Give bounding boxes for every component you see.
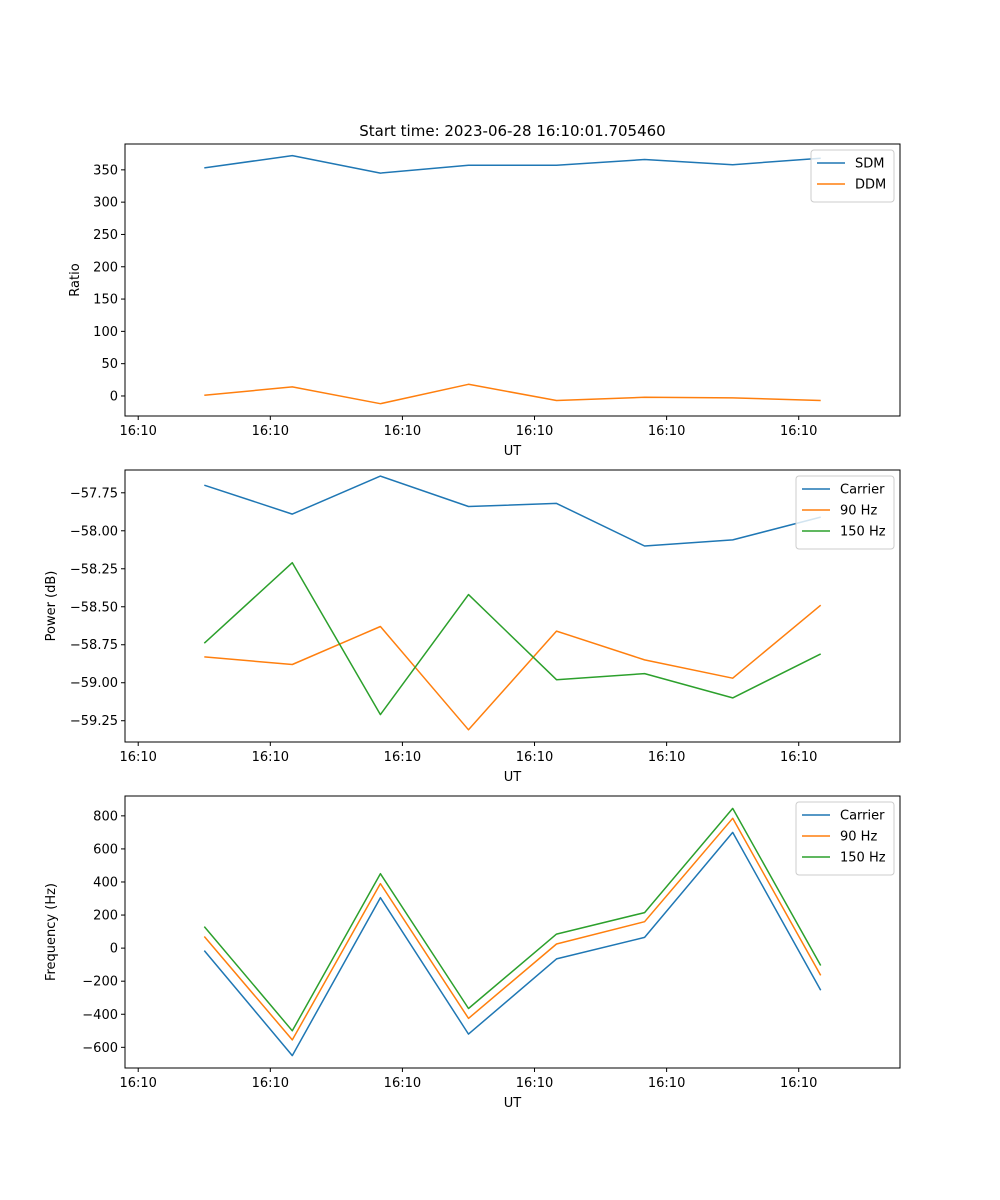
x-tick-label: 16:10 [780,750,817,765]
frequency-panel: 16:10 16:10 16:10 16:10 16:10 16:10 −600 −400 −2… [44,795,901,1111]
series-line-carrier [203,831,822,1057]
x-tick-label: 16:10 [384,424,421,439]
axes-frame [124,143,901,417]
x-tick-label: 16:10 [384,750,421,765]
x-tick-label: 16:10 [384,1076,421,1091]
legend-label: SDM [855,157,884,172]
series-line-150-hz [203,561,822,716]
series-line-ddm [204,383,821,405]
y-tick-label: −58.25 [70,562,118,577]
x-tick-label: 16:10 [119,1076,156,1091]
x-axis-label: UT [504,1096,522,1111]
y-tick-label: −200 [82,975,118,990]
y-tick-label: 200 [93,260,118,275]
x-tick-label: 16:10 [119,750,156,765]
axes-frame [124,795,901,1069]
legend-label: Carrier [840,483,885,498]
y-tick-label: 400 [93,875,118,890]
x-tick-label: 16:10 [648,750,685,765]
y-tick-label: −59.00 [70,676,118,691]
y-axis-label: Power (dB) [44,571,59,642]
y-tick-label: 800 [93,809,118,824]
legend: Carrier 90 Hz 150 Hz [795,801,895,876]
series-line-90-hz [203,817,822,1041]
ratio-panel: 16:10 16:10 16:10 16:10 16:10 16:10 0 50 100 150 2… [68,143,901,459]
legend-label: 90 Hz [840,504,877,519]
x-tick-label: 16:10 [252,424,289,439]
series-line-150-hz [203,807,822,1032]
series-line-sdm [204,154,821,174]
series-line-90-hz [204,604,822,731]
y-tick-label: 100 [93,325,118,340]
figure-title: Start time: 2023-06-28 16:10:01.705460 [359,122,665,140]
x-tick-label: 16:10 [780,424,817,439]
legend-label: Carrier [840,809,885,824]
legend: Carrier 90 Hz 150 Hz [795,475,895,550]
legend-label: 90 Hz [840,830,877,845]
y-tick-label: −58.75 [70,638,118,653]
y-tick-label: −58.50 [70,600,118,615]
y-axis-label: Ratio [68,263,83,296]
legend: SDM DDM [810,149,895,203]
y-tick-label: −400 [82,1008,118,1023]
x-tick-label: 16:10 [252,750,289,765]
y-tick-label: 0 [110,942,118,957]
y-tick-label: −600 [82,1041,118,1056]
x-tick-label: 16:10 [648,424,685,439]
legend-label: 150 Hz [840,851,886,866]
x-tick-label: 16:10 [516,750,553,765]
legend-label: DDM [855,178,886,193]
y-tick-label: −58.00 [70,524,118,539]
x-tick-label: 16:10 [648,1076,685,1091]
y-tick-label: 50 [101,357,118,372]
y-tick-label: 200 [93,909,118,924]
y-axis-label: Frequency (Hz) [44,883,59,981]
x-tick-label: 16:10 [516,1076,553,1091]
legend-label: 150 Hz [840,525,886,540]
y-tick-label: 250 [93,228,118,243]
x-axis-label: UT [504,444,522,459]
y-tick-label: 0 [110,389,118,404]
y-tick-label: 150 [93,293,118,308]
y-tick-label: 600 [93,842,118,857]
y-tick-label: 350 [93,163,118,178]
y-tick-label: −59.25 [70,714,118,729]
x-tick-label: 16:10 [119,424,156,439]
x-tick-label: 16:10 [780,1076,817,1091]
x-tick-label: 16:10 [516,424,553,439]
x-axis-label: UT [504,770,522,785]
power-panel: 16:10 16:10 16:10 16:10 16:10 16:10 −59.25 −59.… [44,469,901,785]
y-tick-label: −57.75 [70,486,118,501]
x-tick-label: 16:10 [252,1076,289,1091]
axes-frame [124,469,901,743]
series-line-carrier [204,475,821,547]
y-tick-label: 300 [93,196,118,211]
